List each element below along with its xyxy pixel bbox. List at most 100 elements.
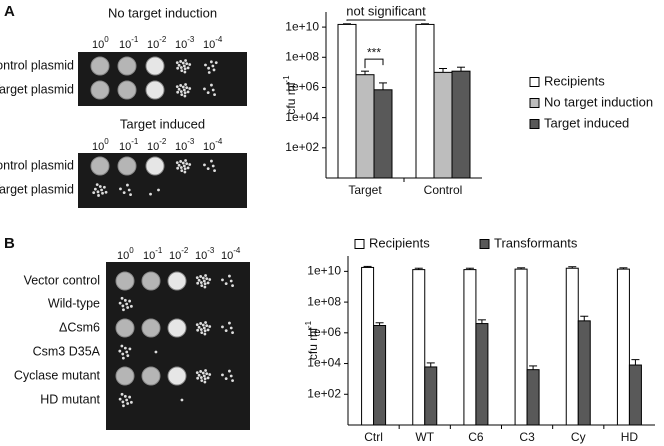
colony — [183, 67, 187, 71]
colony — [126, 306, 130, 309]
plate-title: No target induction — [108, 5, 217, 20]
colony — [182, 64, 186, 68]
colony — [123, 298, 127, 302]
y-tick-label: 1e+10 — [285, 19, 319, 33]
colony — [123, 346, 127, 350]
y-tick-label: 1e+06 — [285, 80, 319, 94]
colony — [92, 191, 96, 195]
plate-row-label: ΔCsm6 — [59, 320, 100, 334]
colony — [128, 395, 132, 399]
dilution-label-base: 10 — [143, 250, 155, 262]
dilution-label-base: 10 — [221, 250, 233, 262]
plate-row-label: HD mutant — [40, 392, 100, 406]
colony-spot — [145, 156, 165, 176]
dilution-label: 10-2 — [147, 137, 167, 153]
legend-label: Recipients — [544, 73, 605, 88]
colony-spot — [115, 366, 135, 386]
y-tick-label: 1e+04 — [307, 356, 341, 370]
colony — [202, 279, 206, 283]
plate-title: Target induced — [120, 116, 205, 131]
colony-spot — [167, 271, 187, 291]
colony — [221, 278, 224, 282]
colony-spot — [141, 271, 161, 291]
colony — [195, 323, 199, 327]
colony — [209, 60, 213, 64]
colony — [203, 329, 207, 333]
dilution-label-exp: -3 — [187, 137, 195, 146]
colony — [196, 328, 200, 332]
dilution-label-base: 10 — [175, 39, 187, 51]
colony — [183, 91, 187, 95]
colony — [188, 87, 192, 90]
bar — [355, 74, 375, 179]
dilution-label-exp: -2 — [159, 137, 167, 146]
bar — [463, 269, 477, 426]
significance-bracket — [364, 58, 384, 69]
bar — [616, 268, 630, 426]
colony — [228, 274, 231, 278]
colony — [221, 325, 224, 329]
panel-letter: A — [4, 3, 15, 20]
bar — [628, 364, 642, 426]
colony — [127, 188, 131, 192]
dilution-label-base: 10 — [195, 250, 207, 262]
colony — [149, 192, 152, 196]
dilution-label: 100 — [92, 137, 109, 153]
colony — [185, 162, 189, 166]
colony-spot — [117, 80, 137, 100]
colony — [185, 86, 189, 90]
y-tick-label: 1e+08 — [307, 294, 341, 308]
dilution-label-exp: 0 — [104, 35, 109, 44]
colony-spot — [167, 366, 187, 386]
dilution-label-base: 10 — [169, 250, 181, 262]
colony — [122, 191, 126, 194]
colony-spot — [117, 156, 137, 176]
colony — [208, 278, 212, 281]
dilution-label-exp: -4 — [215, 35, 223, 44]
colony — [126, 354, 130, 358]
colony — [184, 59, 187, 62]
x-tick-label: Control — [424, 183, 463, 197]
colony — [197, 278, 201, 282]
colony — [183, 94, 187, 98]
colony — [118, 349, 122, 353]
colony — [203, 332, 207, 336]
dilution-label-exp: -3 — [187, 35, 195, 44]
bar — [451, 70, 471, 179]
dilution-label-base: 10 — [119, 39, 131, 51]
colony — [188, 163, 192, 166]
colony — [196, 281, 200, 285]
bar — [433, 71, 453, 179]
x-tick-label: HD — [621, 430, 639, 444]
colony — [202, 326, 206, 330]
colony-spot — [141, 318, 161, 338]
significance-bracket — [346, 19, 426, 21]
colony — [183, 170, 187, 174]
colony — [175, 61, 179, 65]
colony — [100, 188, 103, 192]
colony — [181, 161, 185, 165]
colony — [102, 185, 106, 189]
colony-spot — [117, 56, 137, 76]
colony-spot — [115, 318, 135, 338]
colony — [184, 83, 187, 86]
colony — [129, 304, 133, 308]
colony — [221, 373, 224, 377]
colony — [129, 193, 132, 197]
colony — [93, 187, 97, 191]
bar — [412, 269, 426, 426]
colony — [212, 68, 216, 72]
dilution-label-base: 10 — [92, 141, 104, 153]
colony — [179, 84, 183, 87]
colony — [205, 277, 209, 281]
annotation: *** — [367, 45, 381, 59]
colony — [196, 376, 200, 380]
y-axis-label: cfu ml-1 — [304, 320, 320, 360]
dilution-label: 10-4 — [203, 35, 223, 51]
colony — [210, 159, 213, 163]
y-tick-label: 1e+04 — [285, 110, 319, 124]
colony — [229, 279, 233, 283]
dilution-label-base: 10 — [117, 250, 129, 262]
legend-label: Transformants — [494, 235, 578, 250]
colony — [228, 369, 231, 373]
